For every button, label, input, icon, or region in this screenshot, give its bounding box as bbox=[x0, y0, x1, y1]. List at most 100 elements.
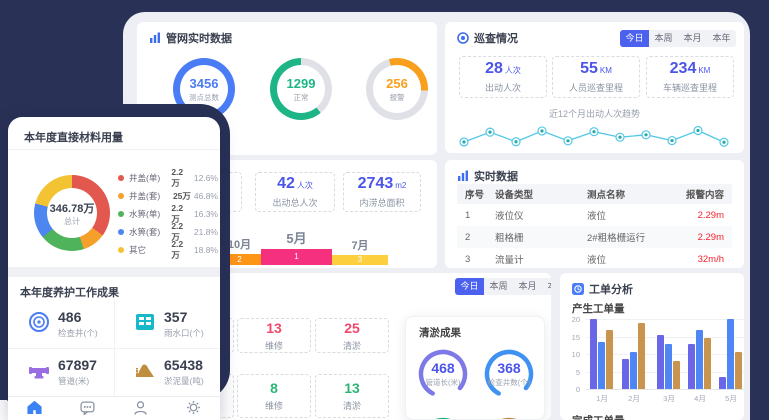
chart2-title: 完成工单量 bbox=[572, 413, 625, 420]
table-row: 3 流量计 液位 32m/h bbox=[457, 248, 732, 268]
table-cell: 液位仪 bbox=[495, 211, 524, 222]
stat-label: 人员巡查里程 bbox=[568, 83, 623, 93]
bar-series-3 bbox=[735, 352, 742, 389]
panel-title: 工单分析 bbox=[589, 284, 633, 296]
gauge-value: 368 bbox=[497, 360, 521, 376]
y-tick-label: 5 bbox=[575, 367, 580, 377]
achievement-stat: 65438 淤泥量(吨) bbox=[134, 357, 204, 387]
sludge-icon bbox=[134, 359, 156, 386]
clock-icon bbox=[572, 283, 584, 295]
x-tick-label: 4月 bbox=[694, 394, 706, 403]
bar-series-2 bbox=[598, 341, 605, 389]
material-donut-chart: 346.78万 总计 bbox=[34, 175, 110, 251]
x-tick-label: 3月 bbox=[663, 394, 675, 403]
y-tick-label: 0 bbox=[575, 385, 580, 394]
tab-本月[interactable]: 本月 bbox=[678, 30, 707, 47]
panel-title: 巡查情况 bbox=[474, 33, 518, 45]
tab-本年[interactable]: 本年 bbox=[542, 278, 551, 295]
chat-icon bbox=[79, 401, 95, 416]
work-stat-box: 8 维修 bbox=[237, 374, 311, 418]
home-icon bbox=[26, 400, 42, 415]
tab-本年[interactable]: 本年 bbox=[707, 30, 736, 47]
stat-value: 28 人次 bbox=[485, 60, 521, 77]
nav-item-home[interactable] bbox=[26, 400, 43, 416]
tab-本周[interactable]: 本周 bbox=[649, 30, 678, 47]
tab-今日[interactable]: 今日 bbox=[620, 30, 649, 47]
pipe-icon bbox=[28, 359, 50, 386]
patrol-stat-box: 55 KM 人员巡查里程 bbox=[552, 56, 640, 98]
stat-value: 234 KM bbox=[669, 60, 711, 77]
user-icon bbox=[133, 401, 147, 415]
stat-label: 维修 bbox=[264, 401, 283, 411]
achievement-stat: 486 检查井(个) bbox=[28, 309, 98, 339]
bar-series-1 bbox=[622, 359, 629, 389]
x-tick-label: 2月 bbox=[628, 394, 640, 403]
stat-donut: 256 报警 bbox=[366, 58, 428, 120]
donut-value: 3456 bbox=[189, 75, 219, 91]
achievement-value: 67897 bbox=[58, 357, 97, 373]
legend-label: 水箅(套) bbox=[129, 227, 161, 237]
nav-item-gear[interactable] bbox=[186, 400, 202, 416]
achievement-label: 管道(米) bbox=[58, 376, 90, 386]
gauge-label: 检查井数(个) bbox=[487, 378, 531, 387]
x-axis bbox=[586, 389, 744, 390]
y-tick-label: 20 bbox=[571, 315, 580, 324]
trend-title: 近12个月出动人次趋势 bbox=[548, 109, 640, 119]
bar-series-3 bbox=[704, 338, 711, 389]
legend-value: 2.2万 bbox=[171, 167, 184, 188]
donut-center: 1299 正常 bbox=[277, 65, 325, 113]
patrol-panel: 巡查情况 今日 本周 本月 本年 近12个月出动人次趋势 28 人次 出动人次 55 KM 人员… bbox=[445, 22, 744, 153]
achievement-stat: 357 雨水口(个) bbox=[134, 309, 204, 339]
bar-series-3 bbox=[673, 361, 680, 389]
table-cell: 粗格栅 bbox=[495, 233, 524, 244]
subcard-title: 清淤成果 bbox=[419, 327, 461, 339]
legend-item: 水箅(单) 2.2万 16.3% bbox=[118, 203, 218, 224]
achievement-value: 486 bbox=[58, 309, 82, 325]
table-cell: 液位 bbox=[587, 211, 607, 222]
bar-series-1 bbox=[590, 319, 597, 389]
stat-value: 13 bbox=[266, 319, 282, 336]
bar-group bbox=[688, 319, 711, 389]
panel-title: 管网实时数据 bbox=[166, 33, 232, 45]
material-title: 本年度直接材料用量 bbox=[24, 132, 123, 144]
donut-center: 256 报警 bbox=[373, 65, 421, 113]
bar-series-3 bbox=[638, 322, 645, 389]
manhole-icon bbox=[28, 311, 50, 338]
dispatch-stat-box: 42 人次 出动总人次 bbox=[255, 172, 335, 212]
work-stat-box: 13 清淤 bbox=[315, 374, 389, 418]
target-icon bbox=[457, 32, 469, 44]
tab-本月[interactable]: 本月 bbox=[513, 278, 542, 295]
stat-value: 8 bbox=[270, 380, 278, 396]
table-cell: 3 bbox=[465, 253, 471, 265]
tab-今日[interactable]: 今日 bbox=[455, 278, 484, 295]
gauge-value: 468 bbox=[431, 360, 455, 376]
table-cell: 流量计 bbox=[495, 255, 524, 266]
stat-label: 出动总人次 bbox=[272, 198, 318, 208]
achievement-title: 本年度养护工作成果 bbox=[20, 287, 119, 299]
table-cell: 液位 bbox=[587, 255, 607, 266]
patrol-stat-box: 234 KM 车辆巡查里程 bbox=[646, 56, 734, 98]
x-tick-label: 1月 bbox=[596, 394, 608, 403]
achievement-text: 357 雨水口(个) bbox=[164, 309, 204, 339]
achievement-value: 357 bbox=[164, 309, 188, 325]
bar-series-1 bbox=[719, 376, 726, 389]
legend-label: 水箅(单) bbox=[129, 209, 161, 219]
tab-本周[interactable]: 本周 bbox=[484, 278, 513, 295]
gauge-label: 管道长(米) bbox=[425, 378, 461, 387]
donut-total-value: 346.78万 bbox=[49, 202, 95, 215]
legend-dot bbox=[118, 229, 124, 235]
order-bar-chart: 20 15 10 5 0 1月 2月 3月 4月 5月 bbox=[560, 273, 744, 420]
podium-month-label: 5月 bbox=[286, 231, 307, 246]
achievement-text: 67897 管道(米) bbox=[58, 357, 97, 387]
nav-item-user[interactable] bbox=[133, 400, 149, 416]
stat-label: 出动人次 bbox=[484, 83, 521, 93]
legend-value: 2.2万 bbox=[171, 203, 184, 224]
nav-item-chat[interactable] bbox=[79, 400, 96, 416]
donut-label: 测点总数 bbox=[189, 92, 219, 102]
patrol-stat-box: 28 人次出动人次 bbox=[459, 56, 547, 98]
achievement-text: 486 检查井(个) bbox=[58, 309, 98, 339]
bar-chart-icon bbox=[150, 32, 160, 43]
legend-label: 井盖(套) bbox=[129, 191, 161, 201]
stat-label: 清淤 bbox=[342, 340, 361, 351]
